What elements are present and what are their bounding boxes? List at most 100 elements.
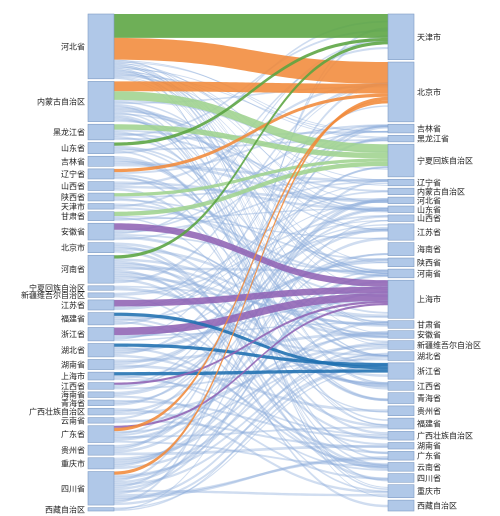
right-node-bar xyxy=(387,123,415,134)
left-node-label: 江苏省 xyxy=(61,300,85,310)
left-node-bar xyxy=(87,181,115,191)
right-node-bar xyxy=(387,417,415,430)
left-node-bar xyxy=(87,254,115,284)
right-node-bar xyxy=(387,214,415,222)
left-node-label: 浙江省 xyxy=(61,329,85,339)
left-node-bar xyxy=(87,391,115,398)
right-node-label: 青海省 xyxy=(417,393,441,403)
left-node-label: 北京市 xyxy=(61,243,85,253)
left-node-bar xyxy=(87,407,115,416)
right-node-bar xyxy=(387,431,415,441)
left-node-bar xyxy=(87,417,115,424)
left-node-label: 陕西省 xyxy=(61,192,85,202)
left-node-bar xyxy=(87,507,115,512)
left-node-bar xyxy=(87,285,115,291)
left-node-bar xyxy=(87,382,115,390)
left-node-label: 河北省 xyxy=(61,41,85,51)
highlight-flow-link xyxy=(114,96,388,475)
right-node-bar xyxy=(387,268,415,279)
right-node-bar xyxy=(387,330,415,339)
right-node-label: 福建省 xyxy=(417,419,441,429)
right-node-bar xyxy=(387,178,415,187)
right-node-bar xyxy=(387,61,415,123)
right-node-label: 陕西省 xyxy=(417,257,441,267)
left-node-label: 海南省 xyxy=(61,390,85,400)
right-node-bar xyxy=(387,187,415,196)
left-node-label: 福建省 xyxy=(61,314,85,324)
right-node-label: 贵州省 xyxy=(417,406,441,416)
right-node-label: 重庆市 xyxy=(417,486,441,496)
highlight-flow-link xyxy=(114,369,388,376)
right-node-label: 海南省 xyxy=(417,244,441,254)
right-node-bar xyxy=(387,257,415,268)
left-node-label: 青海省 xyxy=(61,398,85,408)
right-node-bar xyxy=(387,499,415,512)
highlight-flow-link xyxy=(114,158,388,197)
left-node-bar xyxy=(87,444,115,456)
highlight-flow-link xyxy=(114,124,388,159)
right-node-bar xyxy=(387,242,415,256)
left-node-bar xyxy=(87,168,115,180)
left-node-bar xyxy=(87,192,115,202)
left-node-label: 天津市 xyxy=(61,201,85,211)
right-node-label: 甘肃省 xyxy=(417,319,441,329)
left-node-bar xyxy=(87,155,115,167)
left-node-bar xyxy=(87,343,115,358)
left-node-label: 湖北省 xyxy=(61,345,85,355)
right-node-bar xyxy=(387,223,415,241)
right-node-bar xyxy=(387,442,415,450)
highlight-flow-link xyxy=(114,303,388,428)
left-node-bar xyxy=(87,13,115,80)
right-node-label: 四川省 xyxy=(417,473,441,483)
left-node-label: 西藏自治区 xyxy=(45,504,85,514)
right-node-bar xyxy=(387,362,415,380)
left-node-label: 黑龙江省 xyxy=(53,127,85,137)
left-node-bar xyxy=(87,425,115,443)
highlight-flow-link xyxy=(114,300,388,385)
right-node-label: 吉林省 xyxy=(417,124,441,134)
left-node-bar xyxy=(87,222,115,241)
left-node-label: 河南省 xyxy=(61,264,85,274)
left-node-label: 广东省 xyxy=(61,429,85,439)
highlight-flow-link xyxy=(114,343,388,367)
sankey-links xyxy=(113,14,389,512)
right-node-label: 上海市 xyxy=(417,294,441,304)
left-node-bar xyxy=(87,242,115,253)
right-node-label: 北京市 xyxy=(417,87,441,97)
highlight-flow-link xyxy=(114,91,388,153)
left-node-label: 辽宁省 xyxy=(61,169,85,179)
left-node-label: 广西壮族自治区 xyxy=(29,407,85,417)
left-node-bar xyxy=(87,142,115,154)
left-node-bar xyxy=(87,471,115,506)
left-node-label: 四川省 xyxy=(61,483,85,493)
left-node-label: 江西省 xyxy=(61,381,85,391)
highlight-flow-link xyxy=(114,93,388,173)
right-node-bar xyxy=(387,405,415,417)
right-node-bar xyxy=(387,279,415,319)
highlight-flow-link xyxy=(114,37,388,84)
highlight-flow-link xyxy=(114,100,388,432)
right-node-bar xyxy=(387,381,415,391)
left-node-label: 湖南省 xyxy=(61,360,85,370)
right-node-label: 浙江省 xyxy=(417,366,441,376)
right-node-bar xyxy=(387,143,415,178)
right-node-label: 安徽省 xyxy=(417,329,441,339)
left-node-bar xyxy=(87,359,115,370)
highlight-flow-link xyxy=(114,312,388,370)
right-node-bar xyxy=(387,451,415,461)
left-node-label: 宁夏回族自治区 xyxy=(29,283,85,293)
right-node-bar xyxy=(387,340,415,350)
left-node-bar xyxy=(87,312,115,326)
right-node-bar xyxy=(387,462,415,472)
left-node-label: 贵州省 xyxy=(61,445,85,455)
left-node-label: 上海市 xyxy=(61,371,85,381)
right-node-label: 天津市 xyxy=(417,32,441,42)
left-node-bar xyxy=(87,399,115,406)
right-node-label: 广东省 xyxy=(417,451,441,461)
left-node-label: 吉林省 xyxy=(61,156,85,166)
left-node-bar xyxy=(87,299,115,311)
right-node-bar xyxy=(387,135,415,143)
right-node-label: 河北省 xyxy=(417,195,441,205)
right-node-bar xyxy=(387,484,415,499)
left-node-label: 山东省 xyxy=(61,143,85,153)
